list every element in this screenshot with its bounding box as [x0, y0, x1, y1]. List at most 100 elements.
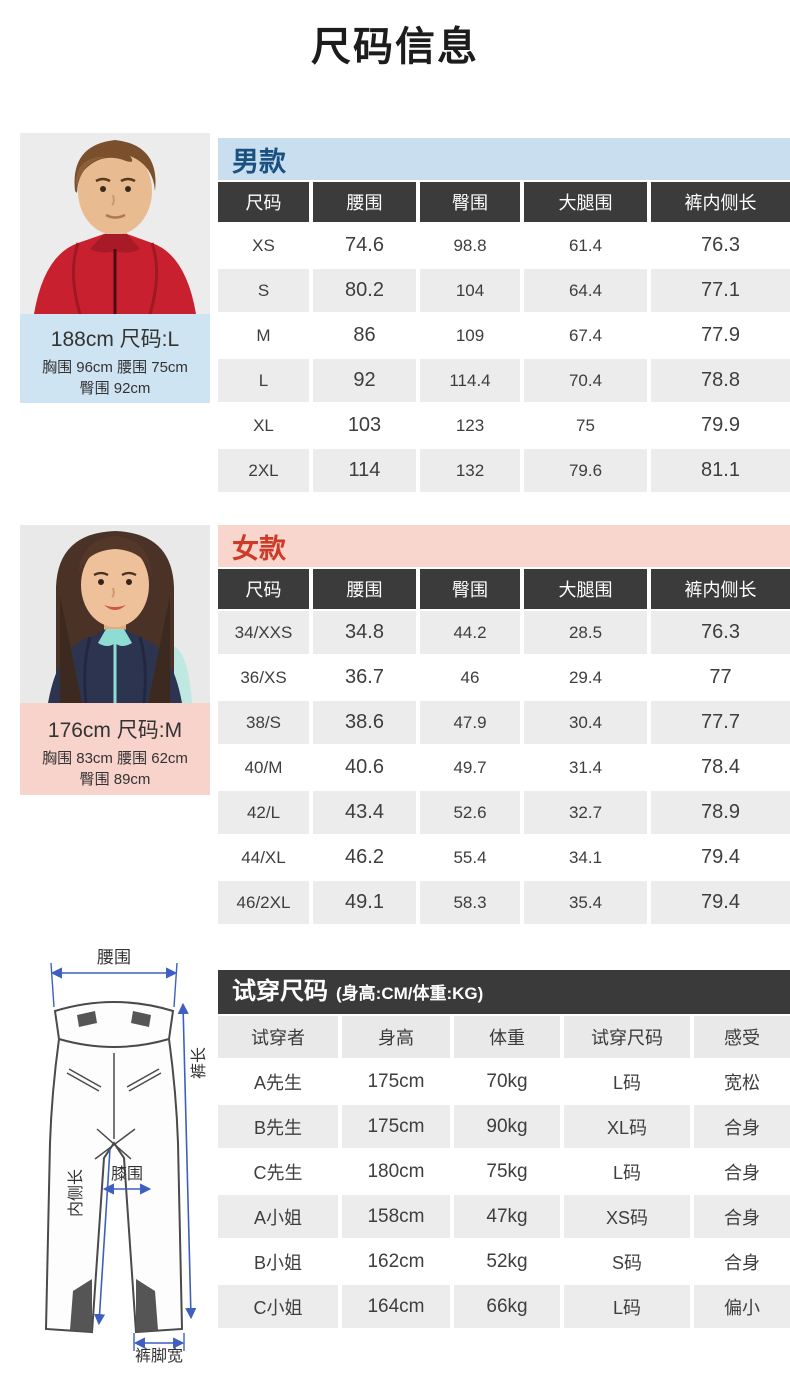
- table-cell: 2XL: [218, 449, 309, 492]
- table-cell: L码: [564, 1060, 690, 1103]
- male-model-measure-2: 臀围 92cm: [79, 380, 151, 397]
- table-row: 44/XL 46.2 55.4 34.1 79.4: [218, 836, 790, 879]
- table-cell: 合身: [694, 1195, 790, 1238]
- table-cell: 79.9: [651, 404, 790, 447]
- table-cell: 158cm: [342, 1195, 450, 1238]
- table-cell: C先生: [218, 1150, 338, 1193]
- table-header-cell: 腰围: [313, 182, 416, 222]
- tryon-section-title: 试穿尺码: [232, 978, 328, 1005]
- table-cell: 103: [313, 404, 416, 447]
- table-cell: 29.4: [524, 656, 647, 699]
- diagram-inseam-label: 内侧长: [67, 1169, 85, 1217]
- table-row: A先生 175cm 70kg L码 宽松: [218, 1060, 790, 1103]
- tryon-section-subtitle: (身高:CM/体重:KG): [336, 984, 484, 1003]
- table-row: 40/M 40.6 49.7 31.4 78.4: [218, 746, 790, 789]
- table-cell: 55.4: [420, 836, 520, 879]
- table-cell: 180cm: [342, 1150, 450, 1193]
- table-cell: 114: [313, 449, 416, 492]
- table-cell: 77.9: [651, 314, 790, 357]
- table-cell: 34.8: [313, 611, 416, 654]
- table-cell: 46.2: [313, 836, 416, 879]
- table-row: XL 103 123 75 79.9: [218, 404, 790, 447]
- diagram-hem-label: 裤脚宽: [135, 1347, 183, 1363]
- table-cell: L码: [564, 1150, 690, 1193]
- male-model-illustration: [20, 133, 210, 314]
- table-cell: 宽松: [694, 1060, 790, 1103]
- table-cell: B小姐: [218, 1240, 338, 1283]
- table-cell: S: [218, 269, 309, 312]
- table-cell: 46: [420, 656, 520, 699]
- table-cell: 合身: [694, 1240, 790, 1283]
- table-cell: 47kg: [454, 1195, 560, 1238]
- table-header-row: 试穿者 身高 体重 试穿尺码 感受: [218, 1016, 790, 1058]
- women-section-header: 女款: [218, 525, 790, 567]
- tryon-table: 试穿者 身高 体重 试穿尺码 感受 A先生 175cm 70kg L码 宽松 B先生 175cm 90k…: [218, 1016, 790, 1330]
- table-cell: 162cm: [342, 1240, 450, 1283]
- table-cell: 104: [420, 269, 520, 312]
- table-row: 34/XXS 34.8 44.2 28.5 76.3: [218, 611, 790, 654]
- table-header-cell: 大腿围: [524, 569, 647, 609]
- table-cell: 79.4: [651, 881, 790, 924]
- table-cell: 92: [313, 359, 416, 402]
- table-cell: 109: [420, 314, 520, 357]
- table-cell: 78.4: [651, 746, 790, 789]
- female-model-measure-2: 臀围 89cm: [79, 771, 151, 788]
- table-cell: 76.3: [651, 611, 790, 654]
- male-model-measure-1: 胸围 96cm 腰围 75cm: [42, 359, 188, 376]
- table-cell: 47.9: [420, 701, 520, 744]
- table-row: 36/XS 36.7 46 29.4 77: [218, 656, 790, 699]
- page-title: 尺码信息: [311, 25, 479, 69]
- table-cell: XS码: [564, 1195, 690, 1238]
- table-cell: 44/XL: [218, 836, 309, 879]
- male-model-size: 188cm 尺码:L: [50, 328, 180, 351]
- table-cell: 114.4: [420, 359, 520, 402]
- table-row: S 80.2 104 64.4 77.1: [218, 269, 790, 312]
- tryon-section-header: 试穿尺码 (身高:CM/体重:KG): [218, 970, 790, 1014]
- male-model-photo: [20, 133, 210, 314]
- table-cell: 79.4: [651, 836, 790, 879]
- female-model-info: 176cm 尺码:M 胸围 83cm 腰围 62cm 臀围 89cm: [20, 703, 210, 795]
- table-cell: 49.7: [420, 746, 520, 789]
- table-cell: A先生: [218, 1060, 338, 1103]
- table-row: L 92 114.4 70.4 78.8: [218, 359, 790, 402]
- female-model-photo: [20, 525, 210, 703]
- table-header-cell: 大腿围: [524, 182, 647, 222]
- women-section-label: 女款: [232, 533, 286, 564]
- table-row: XS 74.6 98.8 61.4 76.3: [218, 224, 790, 267]
- table-cell: 175cm: [342, 1105, 450, 1148]
- table-header-cell: 试穿者: [218, 1016, 338, 1058]
- table-cell: 164cm: [342, 1285, 450, 1328]
- table-cell: 偏小: [694, 1285, 790, 1328]
- table-cell: A小姐: [218, 1195, 338, 1238]
- table-cell: C小姐: [218, 1285, 338, 1328]
- table-cell: B先生: [218, 1105, 338, 1148]
- table-cell: 36/XS: [218, 656, 309, 699]
- female-model-size: 176cm 尺码:M: [47, 719, 183, 742]
- table-row: 2XL 114 132 79.6 81.1: [218, 449, 790, 492]
- table-cell: 46/2XL: [218, 881, 309, 924]
- table-cell: 44.2: [420, 611, 520, 654]
- table-row: B小姐 162cm 52kg S码 合身: [218, 1240, 790, 1283]
- table-cell: 38.6: [313, 701, 416, 744]
- table-cell: 75kg: [454, 1150, 560, 1193]
- table-header-cell: 感受: [694, 1016, 790, 1058]
- table-cell: 38/S: [218, 701, 309, 744]
- men-size-table: 尺码 腰围 臀围 大腿围 裤内侧长 XS 74.6 98.8 61.4 76.3 S 80.2 104 6…: [218, 182, 790, 494]
- women-size-table: 尺码 腰围 臀围 大腿围 裤内侧长 34/XXS 34.8 44.2 28.5 76.3 36/XS…: [218, 569, 790, 926]
- table-cell: 78.8: [651, 359, 790, 402]
- table-cell: 36.7: [313, 656, 416, 699]
- female-model-measure-1: 胸围 83cm 腰围 62cm: [42, 750, 188, 767]
- table-cell: 30.4: [524, 701, 647, 744]
- table-header-cell: 臀围: [420, 182, 520, 222]
- table-cell: 79.6: [524, 449, 647, 492]
- table-cell: 58.3: [420, 881, 520, 924]
- table-cell: 67.4: [524, 314, 647, 357]
- table-row: C小姐 164cm 66kg L码 偏小: [218, 1285, 790, 1328]
- table-header-cell: 裤内侧长: [651, 569, 790, 609]
- pants-diagram-illustration: 腰围 膝围 内侧长 裤长 裤脚宽: [44, 948, 208, 1365]
- table-cell: 43.4: [313, 791, 416, 834]
- table-cell: 74.6: [313, 224, 416, 267]
- table-cell: L码: [564, 1285, 690, 1328]
- male-model-info: 188cm 尺码:L 胸围 96cm 腰围 75cm 臀围 92cm: [20, 314, 210, 403]
- table-cell: 66kg: [454, 1285, 560, 1328]
